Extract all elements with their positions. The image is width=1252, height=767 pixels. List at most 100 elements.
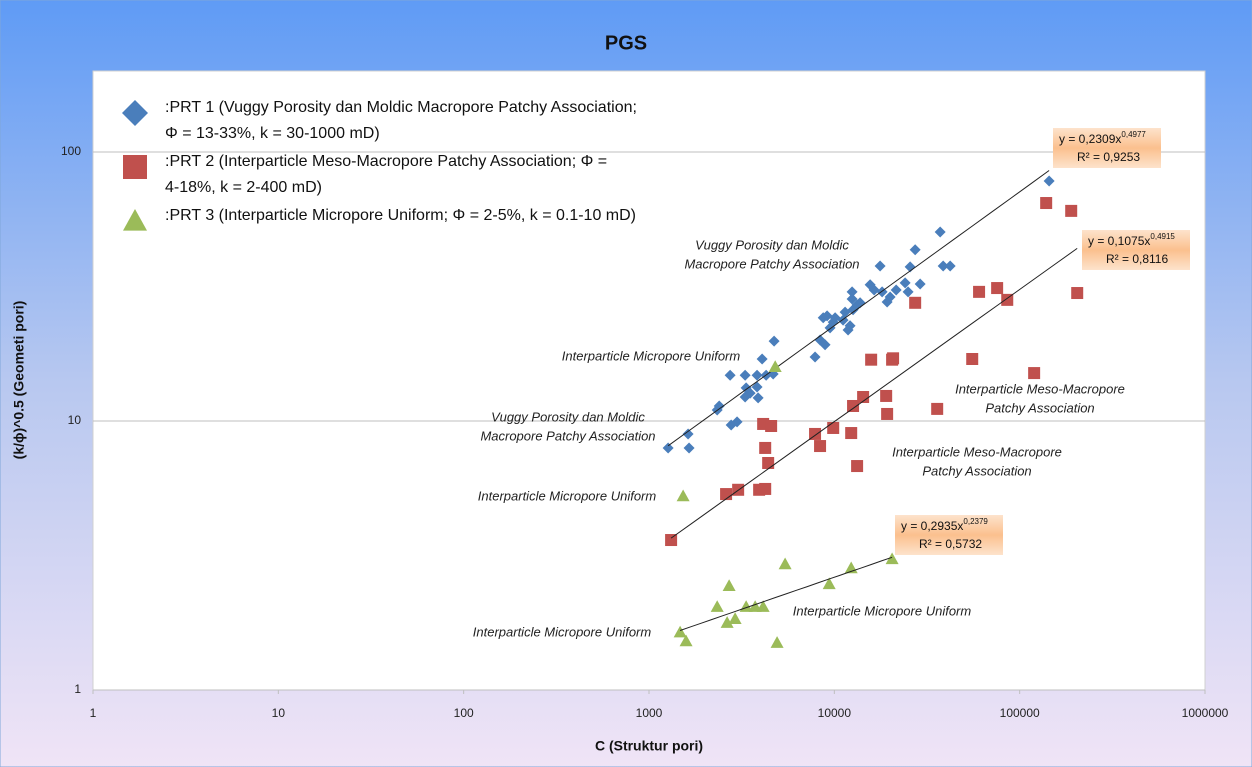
trendline-label-box [1082, 230, 1190, 270]
legend-label: :PRT 3 (Interparticle Micropore Uniform;… [165, 207, 636, 224]
plot-area [92, 70, 1206, 691]
annotation: Interparticle Meso-Macropore [892, 444, 1062, 459]
point [821, 310, 833, 322]
legend-label: :PRT 1 (Vuggy Porosity dan Moldic Macrop… [165, 99, 637, 142]
point [665, 534, 678, 547]
point [937, 260, 949, 272]
point [844, 320, 856, 332]
point [770, 636, 784, 648]
point [751, 381, 763, 393]
point [809, 351, 821, 363]
trendline [670, 247, 1078, 539]
equation-text: y = 0,1075x [1088, 234, 1150, 248]
point [679, 634, 693, 647]
trendline-label-box [895, 515, 1003, 555]
point [1043, 175, 1055, 187]
annotation: Interparticle Micropore Uniform [793, 603, 972, 618]
point [846, 286, 858, 298]
legend-marker [122, 100, 148, 126]
point [768, 360, 782, 373]
y-tick-label: 1 [74, 682, 81, 696]
point [1028, 367, 1041, 380]
trendline-equation: y = 0,2309x0,4977 [1059, 130, 1146, 146]
legend-line: Φ = 13-33%, k = 30-1000 mD) [165, 125, 380, 142]
point [768, 335, 780, 347]
point [720, 616, 734, 628]
point [722, 579, 736, 591]
annotation: Interparticle Meso-Macropore [955, 381, 1125, 396]
point [713, 400, 725, 412]
x-tick-label: 100 [454, 706, 474, 720]
point [1001, 293, 1014, 306]
trendline [679, 556, 893, 631]
point [847, 399, 860, 412]
annotation: Patchy Association [985, 400, 1094, 415]
point [839, 306, 851, 318]
point [904, 261, 916, 273]
point [710, 600, 724, 612]
trendline [667, 170, 1050, 447]
point [851, 460, 864, 473]
point [966, 352, 979, 365]
annotation: Interparticle Micropore Uniform [478, 488, 657, 503]
point [756, 600, 770, 612]
point [1065, 204, 1078, 217]
legend-marker [123, 155, 147, 179]
point [868, 284, 880, 296]
x-tick-label: 1000000 [1182, 706, 1229, 720]
grid: 1 10 100 1 10 100 1000 10000 100000 1000000 [61, 144, 1229, 720]
annotation: Macropore Patchy Association [480, 428, 655, 443]
trendline-r2: R² = 0,9253 [1077, 150, 1140, 164]
point [865, 353, 878, 366]
point [931, 402, 944, 415]
point [822, 577, 836, 590]
point [682, 428, 694, 440]
point [914, 278, 926, 290]
x-tick-label: 1000 [636, 706, 663, 720]
point [885, 552, 899, 565]
point [884, 291, 896, 303]
annotation: Patchy Association [922, 463, 1031, 478]
point [765, 420, 778, 433]
equation-exponent: 0,2379 [963, 517, 988, 526]
equation-exponent: 0,4977 [1121, 130, 1146, 139]
point [728, 612, 742, 624]
point [720, 488, 733, 501]
trendline-label-box [1053, 128, 1161, 168]
equation-exponent: 0,4915 [1150, 232, 1175, 241]
annotation: Macropore Patchy Association [684, 256, 859, 271]
x-tick-label: 10 [272, 706, 286, 720]
point [874, 260, 886, 272]
trendline-equation: y = 0,1075x0,4915 [1088, 232, 1175, 248]
y-tick-label: 10 [68, 413, 82, 427]
point [991, 282, 1004, 295]
legend-marker [123, 209, 147, 231]
point [827, 421, 840, 434]
point [756, 353, 768, 365]
point [752, 392, 764, 404]
point [944, 260, 956, 272]
point [973, 285, 986, 298]
y-axis-title: (k/ϕ)^0.5 (Geometi pori) [11, 301, 27, 460]
point [899, 277, 911, 289]
annotation: Vuggy Porosity dan Moldic [695, 237, 849, 252]
legend-line: 4-18%, k = 2-400 mD) [165, 179, 322, 196]
point [676, 489, 690, 502]
x-tick-label: 1 [90, 706, 97, 720]
equation-text: y = 0,2309x [1059, 132, 1121, 146]
point [829, 312, 841, 324]
trendline-r2: R² = 0,5732 [919, 537, 982, 551]
point [881, 407, 894, 420]
point [857, 390, 870, 403]
point [759, 482, 772, 495]
point [887, 352, 900, 365]
annotations: Vuggy Porosity dan Moldic Macropore Patch… [473, 237, 1125, 639]
point [739, 391, 751, 403]
point [909, 296, 922, 309]
point [934, 226, 946, 238]
legend-line: :PRT 2 (Interparticle Meso-Macropore Pat… [165, 153, 607, 170]
point [662, 442, 674, 454]
